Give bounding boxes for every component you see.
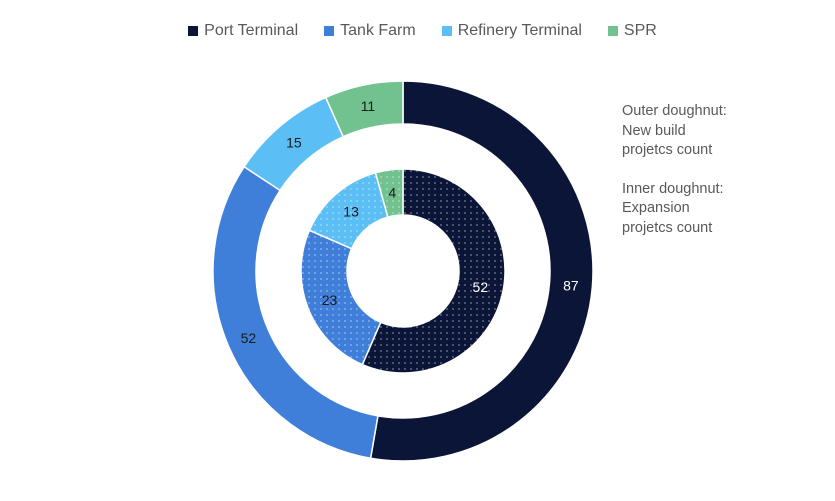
legend-swatch: [188, 26, 199, 36]
legend-label: Tank Farm: [340, 22, 416, 39]
outer-slice-spr: [324, 80, 404, 138]
legend-item: SPR: [607, 22, 657, 40]
legend-label: Refinery Terminal: [457, 22, 582, 39]
legend-item: Refinery Terminal: [441, 22, 582, 40]
legend-item: Port Terminal: [188, 22, 298, 40]
inner-slice-pattern: [301, 230, 381, 365]
annotation-outer: Outer doughnut: New build projetcs count: [622, 103, 727, 158]
annotation: Outer doughnut: New build projetcs count…: [622, 102, 732, 257]
legend-swatch: [324, 26, 335, 36]
data-label: 13: [343, 203, 359, 219]
legend: Port Terminal Tank Farm Refinery Terminal S…: [0, 22, 835, 40]
inner-slice-pattern: [309, 172, 388, 249]
data-label: 87: [563, 277, 579, 293]
legend-label: Port Terminal: [204, 22, 299, 39]
data-label: 52: [473, 279, 489, 295]
legend-swatch: [441, 26, 452, 36]
data-label: 4: [388, 185, 396, 201]
data-label: 11: [361, 98, 376, 114]
data-label: 52: [241, 330, 257, 346]
inner-slice-pattern: [362, 169, 506, 374]
data-label: 15: [286, 135, 302, 151]
annotation-inner: Inner doughnut: Expansion projetcs count: [622, 180, 724, 236]
legend-swatch: [607, 26, 618, 36]
inner-slice-pattern: [375, 169, 403, 218]
outer-slice-port-terminal: [369, 80, 594, 462]
data-label: 23: [322, 292, 338, 308]
legend-label: SPR: [623, 22, 657, 39]
legend-item: Tank Farm: [324, 22, 416, 40]
